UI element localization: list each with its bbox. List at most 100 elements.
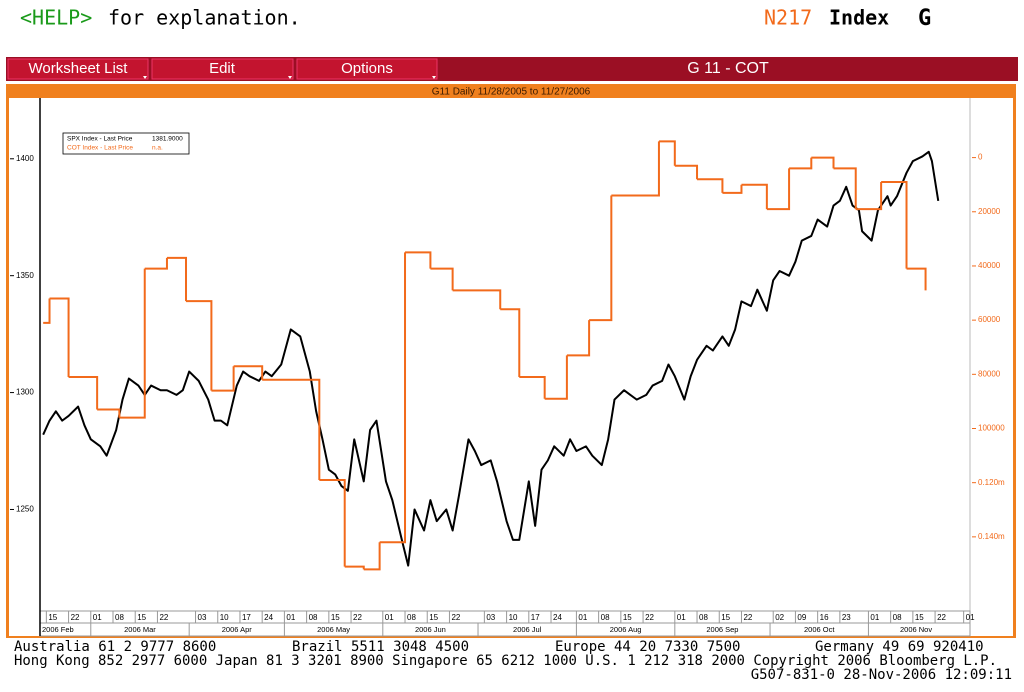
toolbar-button[interactable] <box>296 58 438 80</box>
x-tick-label: 08 <box>699 613 708 622</box>
x-tick-label: 03 <box>486 613 495 622</box>
button-label[interactable]: Options <box>341 60 393 77</box>
month-label: 2006 Jul <box>513 625 542 634</box>
step-segment <box>697 178 724 193</box>
step-segment <box>500 308 521 378</box>
y-tick-label: 1300 <box>16 388 34 397</box>
step-segment <box>144 257 168 270</box>
y2-tick-label: 40000 <box>978 261 1001 270</box>
month-label: 2006 Nov <box>900 625 932 634</box>
x-tick-label: 15 <box>331 613 340 622</box>
x-tick-label: 15 <box>429 613 438 622</box>
x-tick-label: 17 <box>242 613 251 622</box>
x-tick-label: 03 <box>198 613 207 622</box>
toolbar-button[interactable] <box>7 58 149 80</box>
step-segment <box>166 256 188 302</box>
month-label: 2006 Aug <box>610 625 642 634</box>
ticker: N217 <box>764 6 812 30</box>
button-label[interactable]: Edit <box>209 60 236 77</box>
legend-value: 1381.9000 <box>152 136 183 143</box>
step-segment <box>566 320 591 357</box>
step-segment <box>49 297 70 378</box>
x-tick-label: 08 <box>601 613 610 622</box>
toolbar-button[interactable] <box>151 58 294 80</box>
footer-text: Australia 61 2 9777 8600 <box>14 639 216 655</box>
step-segment <box>722 184 743 194</box>
y-tick-label: 1350 <box>16 271 34 280</box>
x-tick-label: 15 <box>721 613 730 622</box>
x-tick-label: 10 <box>509 613 518 622</box>
footer-text: Brazil 5511 3048 4500 <box>292 639 469 655</box>
y2-tick-label: 60000 <box>978 315 1001 324</box>
help-text: for explanation. <box>108 6 301 30</box>
step-segment <box>811 156 835 169</box>
x-tick-label: 16 <box>820 613 829 622</box>
x-tick-label: 22 <box>451 613 460 622</box>
x-tick-label: 22 <box>159 613 168 622</box>
dropdown-arrows <box>143 76 436 79</box>
step-segment <box>186 300 213 391</box>
help-key[interactable]: <HELP> <box>20 6 92 30</box>
x-tick-label: 08 <box>893 613 902 622</box>
x-tick-label: 15 <box>137 613 146 622</box>
step-segment <box>855 181 883 211</box>
month-label: 2006 Feb <box>42 625 74 634</box>
x-tick-label: 24 <box>264 613 273 622</box>
legend-name: SPX Index - Last Price <box>67 136 133 143</box>
step-segment <box>379 252 407 544</box>
month-label: 2006 Sep <box>706 625 738 634</box>
step-segment <box>319 478 346 567</box>
step-segment <box>766 168 791 211</box>
step-segment <box>674 164 699 180</box>
button-label[interactable]: Worksheet List <box>29 60 129 77</box>
step-segment <box>97 408 121 418</box>
step-segment <box>741 183 768 210</box>
y2-tick-label: 100000 <box>978 424 1005 433</box>
x-tick-label: 09 <box>797 613 806 622</box>
step-segment <box>906 267 927 291</box>
function: G <box>918 6 931 31</box>
chart-area <box>9 98 1013 636</box>
x-tick-label: 01 <box>966 613 975 622</box>
x-tick-label: 22 <box>353 613 362 622</box>
y-tick-label: 1250 <box>16 505 34 514</box>
y-tick-label: 1400 <box>16 154 34 163</box>
y2-tick-label: 0.120m <box>978 478 1005 487</box>
month-label: 2006 Mar <box>124 625 156 634</box>
step-segment <box>363 542 381 571</box>
x-tick-label: 01 <box>870 613 879 622</box>
step-segment <box>262 378 321 480</box>
step-segment <box>833 167 857 210</box>
step-segment <box>119 268 146 419</box>
month-label: 2006 Oct <box>804 625 835 634</box>
x-tick-label: 08 <box>407 613 416 622</box>
x-tick-label: 01 <box>578 613 587 622</box>
step-segment <box>789 157 813 170</box>
step-segment <box>589 195 613 322</box>
legend <box>62 132 190 155</box>
toolbar-title: G 11 - COT <box>687 60 769 77</box>
x-tick-label: 24 <box>553 613 562 622</box>
x-tick-label: 08 <box>309 613 318 622</box>
legend-value: n.a. <box>152 145 163 152</box>
x-tick-label: 15 <box>623 613 632 622</box>
step-segment <box>233 365 264 380</box>
x-tick-label: 08 <box>115 613 124 622</box>
chart-title: G11 Daily 11/28/2005 to 11/27/2006 <box>432 87 591 98</box>
step-segment <box>68 376 99 410</box>
series-line <box>42 150 940 567</box>
y2-tick-label: 80000 <box>978 369 1001 378</box>
step-segment <box>611 141 660 197</box>
footer-text: Germany 49 69 920410 <box>815 639 984 655</box>
footer-text: G507-831-0 28-Nov-2006 12:09:11 <box>751 667 1012 683</box>
month-label: 2006 Apr <box>222 625 253 634</box>
y2-tick-label: 20000 <box>978 207 1001 216</box>
x-tick-label: 15 <box>48 613 57 622</box>
step-segment <box>519 376 546 399</box>
x-tick-label: 01 <box>286 613 295 622</box>
x-tick-label: 15 <box>915 613 924 622</box>
month-label: 2006 Jun <box>415 625 446 634</box>
